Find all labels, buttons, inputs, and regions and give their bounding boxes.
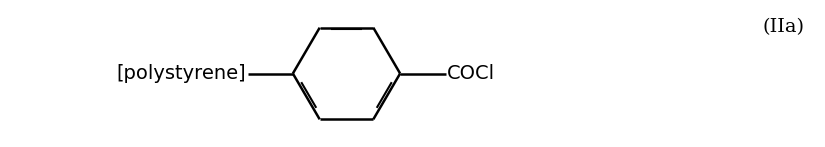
Text: COCl: COCl	[447, 64, 495, 83]
Text: (IIa): (IIa)	[762, 18, 804, 36]
Text: [polystyrene]: [polystyrene]	[116, 64, 246, 83]
